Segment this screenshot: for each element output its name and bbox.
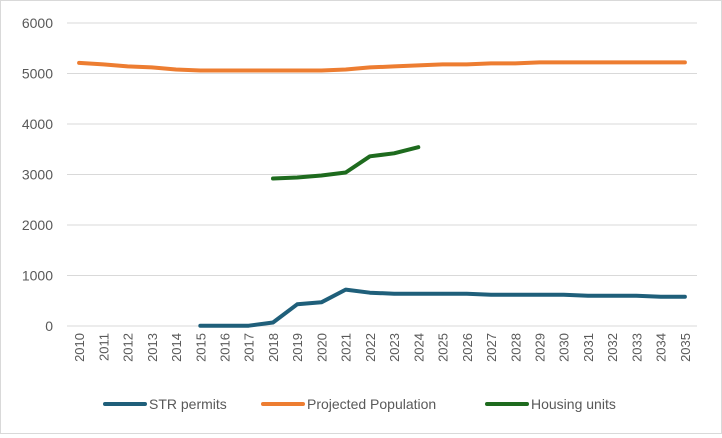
data-point-str-permits [562,293,565,296]
data-point-projected-population [635,61,638,64]
x-tick-label: 2035 [678,333,693,362]
data-point-projected-population [538,61,541,64]
data-point-str-permits [247,324,250,327]
data-point-str-permits [466,292,468,295]
series-line-housing-units [271,145,421,181]
data-point-projected-population [441,63,444,66]
data-point-projected-population [514,62,517,65]
data-point-housing-units [272,177,274,180]
legend-label-projected-population: Projected Population [307,396,436,412]
data-point-str-permits [659,295,662,298]
data-point-projected-population [102,63,105,66]
series-line-projected-population [77,60,687,73]
data-point-projected-population [684,61,686,64]
data-point-housing-units [296,176,298,179]
x-tick-label: 2017 [242,333,257,362]
data-point-str-permits [490,293,492,296]
data-point-str-permits [441,292,444,295]
data-point-projected-population [466,63,468,66]
legend-label-str-permits: STR permits [149,396,227,412]
data-point-projected-population [296,69,298,72]
x-tick-label: 2015 [193,333,208,362]
x-tick-label: 2026 [460,333,475,362]
data-point-str-permits [223,324,226,327]
x-tick-label: 2023 [387,333,402,362]
data-point-str-permits [393,292,395,295]
data-point-str-permits [514,293,517,296]
x-axis-ticks: 2010 2011 2012 2013 2014 2015 2016 2017 2018 2019… [72,333,693,362]
x-tick-label: 2028 [508,333,523,362]
data-point-str-permits [296,303,298,306]
x-tick-label: 2012 [121,333,136,362]
data-point-projected-population [611,61,613,64]
data-point-str-permits [344,288,347,291]
data-point-projected-population [151,66,153,69]
data-point-str-permits [417,292,420,295]
x-tick-label: 2020 [314,333,329,362]
data-point-str-permits [320,301,323,304]
data-point-housing-units [369,155,371,158]
x-tick-label: 2010 [72,333,87,362]
data-point-projected-population [417,64,420,67]
x-tick-label: 2021 [339,333,354,362]
gridlines [67,22,697,327]
data-point-str-permits [635,294,638,297]
x-tick-label: 2014 [169,333,184,362]
data-point-projected-population [199,69,202,72]
x-tick-label: 2011 [96,333,111,361]
data-point-projected-population [344,68,347,71]
data-point-projected-population [490,62,492,65]
x-tick-label: 2022 [363,333,378,362]
x-tick-label: 2030 [557,333,572,362]
data-point-projected-population [223,69,226,72]
data-point-projected-population [587,61,589,64]
data-point-str-permits [272,321,274,324]
x-tick-label: 2019 [290,333,305,362]
data-point-housing-units [344,171,347,174]
y-axis-ticks: 0 1000 2000 3000 4000 5000 6000 [22,15,53,334]
x-tick-label: 2032 [605,333,620,362]
data-point-housing-units [320,174,323,177]
data-point-projected-population [78,62,80,64]
data-point-projected-population [126,65,129,68]
data-point-projected-population [369,66,371,69]
data-point-str-permits [587,294,589,297]
x-tick-label: 2027 [484,333,499,362]
legend-label-housing-units: Housing units [531,396,616,412]
y-tick-label: 2000 [22,217,53,233]
y-tick-label: 5000 [22,66,53,82]
x-tick-label: 2029 [533,333,548,362]
x-tick-label: 2018 [266,333,281,362]
y-tick-label: 1000 [22,268,53,284]
x-tick-label: 2013 [145,333,160,362]
x-tick-label: 2034 [654,333,669,362]
data-point-housing-units [417,146,420,149]
data-point-projected-population [175,68,177,71]
data-point-str-permits [684,295,686,298]
x-tick-label: 2016 [218,333,233,362]
data-point-str-permits [611,294,613,297]
data-point-projected-population [659,61,662,64]
x-tick-label: 2024 [411,333,426,362]
y-tick-label: 6000 [22,15,53,31]
x-tick-label: 2031 [581,333,596,362]
data-point-str-permits [538,293,541,296]
data-point-projected-population [562,61,565,64]
y-tick-label: 0 [45,318,53,334]
data-point-projected-population [393,65,395,68]
y-tick-label: 4000 [22,116,53,132]
data-point-str-permits [369,291,371,294]
y-tick-label: 3000 [22,167,53,183]
data-point-housing-units [393,152,395,155]
x-tick-label: 2025 [436,333,451,362]
legend: STR permits Projected Population Housing u… [103,396,616,412]
data-point-projected-population [247,69,250,72]
x-tick-label: 2033 [629,333,644,362]
data-point-projected-population [272,69,274,72]
data-point-str-permits [199,324,202,327]
data-point-projected-population [320,69,323,72]
series-lines [77,60,687,328]
